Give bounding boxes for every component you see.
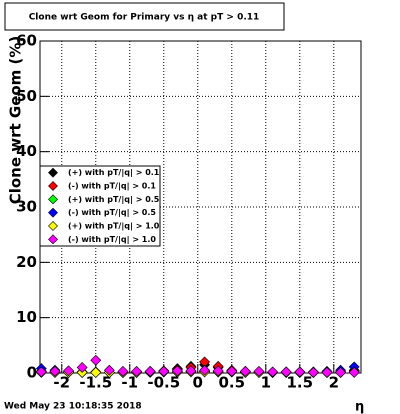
legend-label: (+) with pT/|q| > 1.0	[68, 222, 160, 231]
marker	[144, 365, 156, 377]
legend-label: (-) with pT/|q| > 0.5	[68, 208, 156, 217]
marker	[335, 367, 347, 378]
marker	[253, 365, 265, 377]
marker	[76, 362, 88, 373]
x-tick-label: 0.5	[218, 374, 245, 392]
title-box	[4, 2, 285, 31]
legend-marker	[48, 167, 58, 178]
y-tick-label: 0	[27, 364, 37, 382]
x-tick-label: -2	[53, 374, 70, 392]
marker	[294, 366, 306, 378]
y-tick-label: 10	[16, 308, 37, 326]
legend-marker	[48, 207, 58, 218]
x-tick-label: -1.5	[79, 374, 112, 392]
marker	[103, 364, 115, 376]
y-axis-label: Clone wrt Geom (%)	[7, 36, 25, 205]
marker	[321, 367, 333, 378]
marker	[131, 365, 142, 377]
x-tick-label: -1	[121, 374, 138, 392]
x-tick-label: 1.5	[287, 374, 314, 392]
marker	[90, 354, 102, 366]
y-tick-label: 50	[16, 87, 37, 105]
legend-box	[39, 165, 161, 247]
marker	[49, 365, 61, 377]
marker	[280, 366, 292, 378]
legend-label: (-) with pT/|q| > 0.1	[68, 182, 156, 191]
x-tick-label: 2	[329, 374, 339, 392]
marker	[212, 365, 224, 377]
marker	[239, 365, 251, 377]
y-tick-label: 20	[16, 253, 37, 271]
marker	[35, 366, 47, 378]
x-tick-label: 1	[261, 374, 271, 392]
legend-marker	[48, 194, 58, 205]
legend-label: (+) with pT/|q| > 0.5	[68, 195, 160, 204]
marker	[171, 365, 183, 377]
legend-label: (+) with pT/|q| > 0.1	[68, 168, 160, 177]
chart-title: Clone wrt Geom for Primary vs η at pT > …	[29, 13, 260, 23]
marker	[185, 365, 197, 377]
x-axis-label: η	[355, 400, 364, 414]
x-tick-label: 0	[193, 374, 203, 392]
y-tick-label: 30	[16, 198, 37, 216]
legend-marker	[48, 234, 58, 245]
marker	[226, 365, 238, 377]
x-tick-label: -0.5	[147, 374, 180, 392]
marker	[348, 367, 360, 378]
y-tick-label: 60	[16, 32, 37, 50]
marker	[307, 367, 319, 378]
legend-label: (-) with pT/|q| > 1.0	[68, 235, 156, 244]
marker	[90, 367, 102, 378]
marker	[63, 365, 74, 377]
y-tick-label: 40	[16, 142, 37, 160]
marker	[199, 364, 211, 376]
marker	[267, 366, 279, 378]
legend-marker	[48, 221, 58, 231]
legend-marker	[48, 181, 58, 191]
marker	[117, 365, 129, 377]
marker	[158, 365, 170, 377]
timestamp: Wed May 23 10:18:35 2018	[4, 402, 142, 412]
